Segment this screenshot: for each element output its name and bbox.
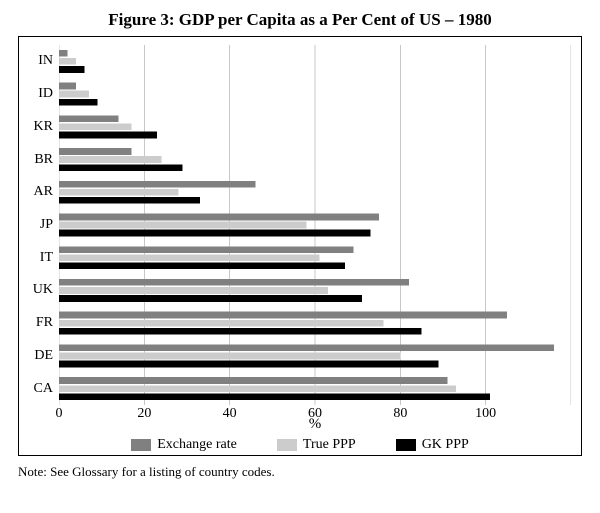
legend-swatch-icon — [396, 439, 416, 451]
y-axis-labels: IN ID KR BR AR JP IT UK FR DE CA — [19, 45, 57, 405]
legend: Exchange rate True PPP GK PPP — [19, 437, 581, 453]
y-axis-label: KR — [34, 119, 53, 135]
bar — [59, 353, 400, 360]
y-axis-label: CA — [34, 381, 53, 397]
chart-area: INIDKRBRARJPITUKFRDECA 020406080100 % Ex… — [18, 36, 582, 456]
bar — [59, 164, 183, 171]
bar — [59, 344, 554, 351]
bar — [59, 222, 306, 229]
legend-item-true-ppp: True PPP — [277, 437, 356, 453]
bar — [59, 91, 89, 98]
x-axis-label: % — [59, 416, 571, 433]
y-axis-label: JP — [40, 217, 53, 233]
legend-label: GK PPP — [422, 437, 469, 453]
bar — [59, 197, 200, 204]
chart-note: Note: See Glossary for a listing of coun… — [18, 464, 582, 480]
y-axis-label: BR — [34, 152, 53, 168]
bar — [59, 230, 370, 237]
y-axis-label: ID — [38, 86, 53, 102]
y-axis-label: FR — [36, 315, 53, 331]
bar — [59, 279, 409, 286]
bar — [59, 377, 447, 384]
legend-swatch-icon — [277, 439, 297, 451]
bar — [59, 115, 119, 122]
bar — [59, 181, 255, 188]
plot-region — [59, 45, 571, 405]
bar — [59, 66, 85, 73]
bar — [59, 189, 178, 196]
legend-item-gk-ppp: GK PPP — [396, 437, 469, 453]
bar — [59, 148, 132, 155]
bar — [59, 328, 422, 335]
bar — [59, 312, 507, 319]
y-axis-label: UK — [33, 282, 53, 298]
chart-title: Figure 3: GDP per Capita as a Per Cent o… — [18, 10, 582, 30]
bar — [59, 361, 439, 368]
bar — [59, 123, 132, 130]
y-axis-label: DE — [34, 348, 53, 364]
bar — [59, 214, 379, 221]
bar — [59, 50, 68, 57]
bar — [59, 246, 353, 253]
bar — [59, 262, 345, 269]
bar — [59, 393, 490, 400]
legend-label: True PPP — [303, 437, 356, 453]
bar — [59, 58, 76, 65]
legend-swatch-icon — [131, 439, 151, 451]
bar — [59, 254, 319, 261]
legend-item-exchange-rate: Exchange rate — [131, 437, 237, 453]
bar — [59, 295, 362, 302]
bar — [59, 156, 161, 163]
y-axis-label: IT — [40, 250, 53, 266]
bar — [59, 99, 97, 106]
bar — [59, 83, 76, 90]
y-axis-label: IN — [38, 53, 53, 69]
bar — [59, 320, 383, 327]
bar — [59, 385, 456, 392]
legend-label: Exchange rate — [157, 437, 237, 453]
y-axis-label: AR — [34, 184, 53, 200]
bar — [59, 132, 157, 139]
bar — [59, 287, 328, 294]
